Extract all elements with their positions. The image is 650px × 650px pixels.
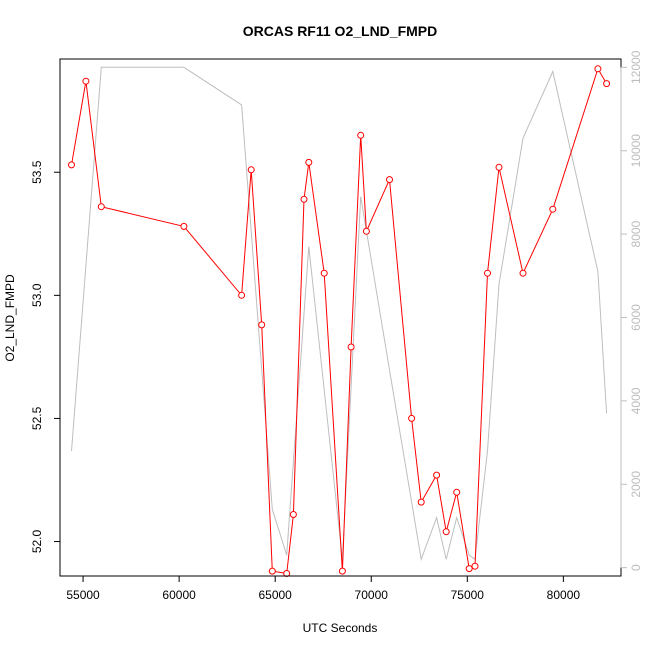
x-tick-label: 80000 bbox=[547, 588, 581, 602]
data-point bbox=[442, 528, 450, 536]
data-point bbox=[495, 163, 503, 171]
data-point bbox=[258, 321, 266, 329]
data-point bbox=[549, 205, 557, 213]
plot-area bbox=[68, 65, 611, 577]
data-point bbox=[268, 567, 276, 575]
data-point bbox=[453, 488, 461, 496]
data-point bbox=[362, 227, 370, 235]
data-point bbox=[417, 498, 425, 506]
data-point bbox=[320, 269, 328, 277]
data-point bbox=[82, 77, 90, 85]
x-tick-label: 60000 bbox=[162, 588, 196, 602]
y-tick-label: 52.0 bbox=[30, 529, 44, 553]
series-line-right bbox=[71, 66, 608, 562]
data-point bbox=[465, 565, 473, 573]
data-point bbox=[338, 567, 346, 575]
y2-tick-label: 2000 bbox=[629, 471, 643, 498]
data-point bbox=[180, 222, 188, 230]
y-axis-label: O2_LND_FMPD bbox=[3, 274, 17, 362]
x-tick-label: 75000 bbox=[451, 588, 485, 602]
data-point bbox=[238, 291, 246, 299]
axes: 55000 60000 65000 70000 75000 8000052.052.553… bbox=[30, 50, 643, 602]
plot-frame bbox=[59, 58, 622, 577]
y2-tick-label: 10000 bbox=[629, 134, 643, 168]
x-tick-label: 70000 bbox=[355, 588, 389, 602]
data-point bbox=[408, 414, 416, 422]
y2-tick-label: 4000 bbox=[629, 387, 643, 414]
x-tick-label: 55000 bbox=[66, 588, 100, 602]
y-tick-label: 52.5 bbox=[30, 406, 44, 430]
data-point bbox=[603, 80, 611, 88]
y-tick-label: 53.5 bbox=[30, 160, 44, 184]
series-line-left bbox=[71, 67, 608, 575]
y2-tick-label: 6000 bbox=[629, 304, 643, 331]
data-point bbox=[386, 176, 393, 184]
x-tick-label: 65000 bbox=[258, 588, 292, 602]
data-point bbox=[519, 269, 527, 277]
data-point bbox=[484, 269, 491, 277]
data-point bbox=[300, 195, 308, 203]
y2-tick-label: 12000 bbox=[629, 50, 643, 84]
data-point bbox=[247, 166, 255, 174]
data-point bbox=[357, 131, 365, 139]
data-point bbox=[347, 343, 355, 351]
data-point bbox=[594, 65, 602, 73]
y2-tick-label: 8000 bbox=[629, 220, 643, 247]
chart-title: ORCAS RF11 O2_LND_FMPD bbox=[243, 23, 437, 39]
y2-tick-label: 0 bbox=[629, 564, 643, 571]
data-point bbox=[289, 511, 297, 518]
data-point bbox=[97, 203, 105, 211]
x-axis-label: UTC Seconds bbox=[303, 621, 378, 635]
data-point bbox=[68, 161, 75, 169]
data-point bbox=[305, 158, 313, 166]
y-tick-label: 53.0 bbox=[30, 283, 44, 307]
data-point bbox=[471, 562, 479, 570]
data-point bbox=[433, 471, 441, 479]
